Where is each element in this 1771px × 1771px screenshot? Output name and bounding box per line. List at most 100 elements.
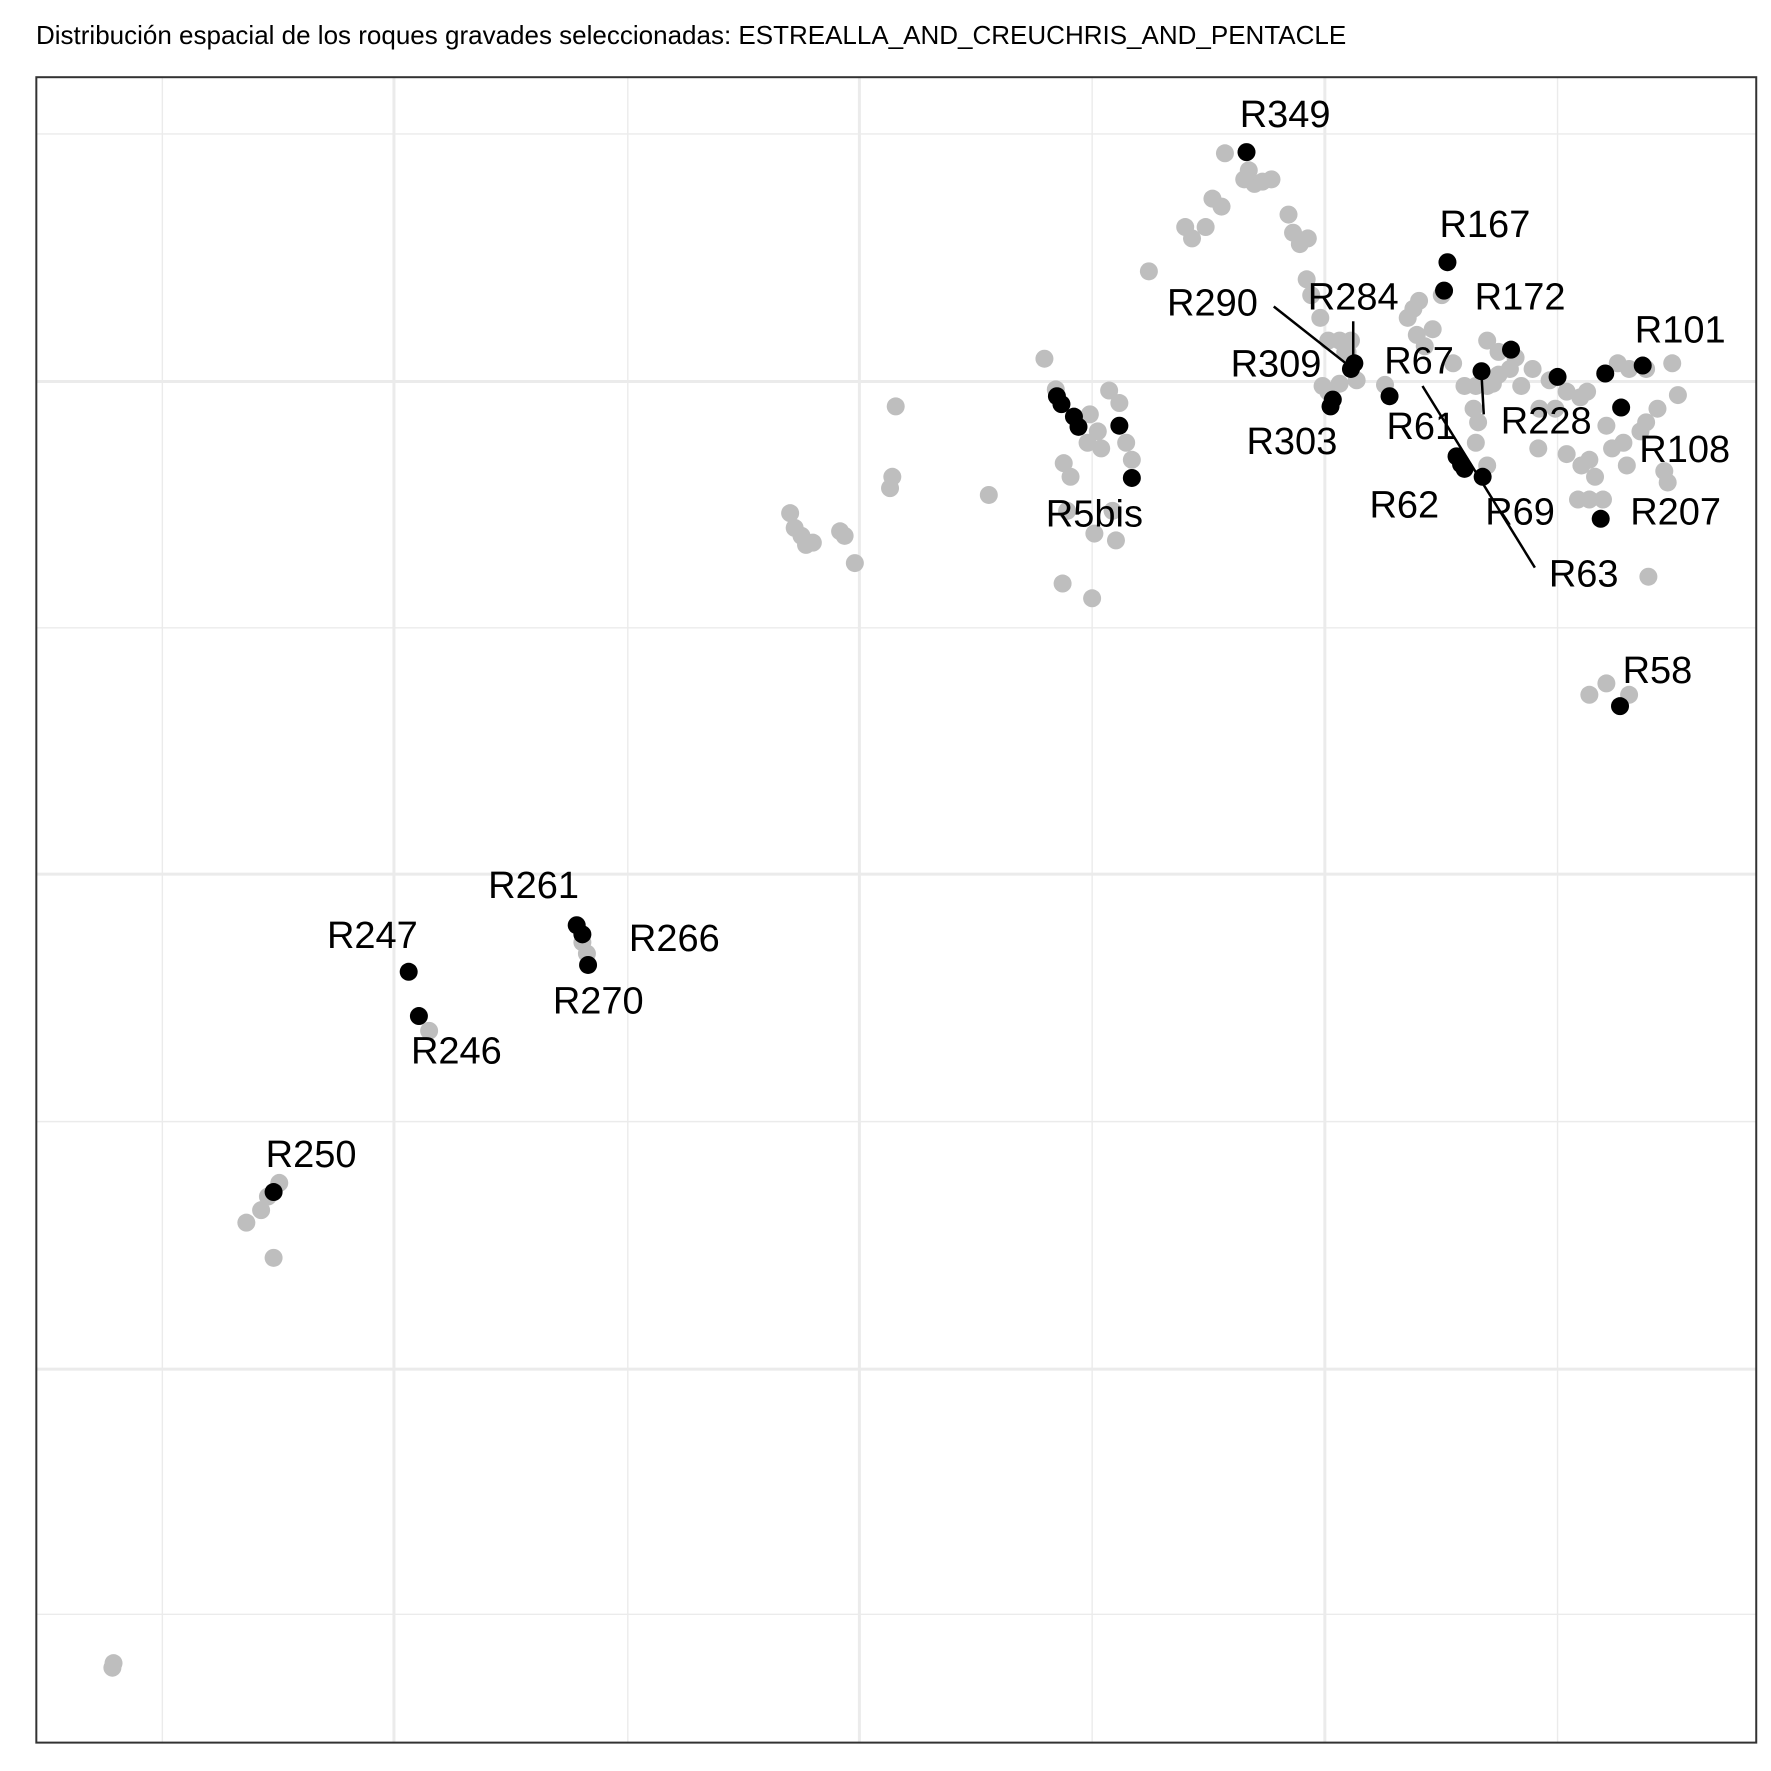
point bbox=[1472, 362, 1491, 381]
point bbox=[409, 1007, 428, 1026]
point bbox=[1663, 354, 1682, 373]
point bbox=[579, 955, 598, 974]
point bbox=[1080, 405, 1099, 424]
point bbox=[1298, 229, 1317, 248]
point-label: R309 bbox=[1231, 344, 1322, 386]
point bbox=[1631, 422, 1650, 441]
point bbox=[1061, 467, 1080, 486]
point bbox=[1279, 205, 1298, 224]
point bbox=[1617, 456, 1636, 475]
point-label: R250 bbox=[266, 1134, 357, 1176]
point bbox=[1321, 397, 1340, 416]
point bbox=[1593, 490, 1612, 509]
point bbox=[1122, 468, 1141, 487]
point bbox=[1546, 399, 1565, 418]
point bbox=[1580, 450, 1599, 469]
point bbox=[1529, 439, 1548, 458]
point bbox=[803, 533, 822, 552]
point bbox=[1557, 445, 1576, 464]
point bbox=[1404, 299, 1423, 318]
point bbox=[1620, 359, 1639, 378]
point bbox=[1297, 270, 1316, 289]
point bbox=[1110, 416, 1129, 435]
point-label: R303 bbox=[1246, 421, 1337, 463]
point bbox=[1053, 574, 1072, 593]
point bbox=[979, 485, 998, 504]
point bbox=[881, 479, 900, 498]
point bbox=[1085, 524, 1104, 543]
point bbox=[1578, 382, 1597, 401]
leader-line bbox=[1272, 305, 1350, 367]
point-label: R69 bbox=[1485, 491, 1555, 533]
point bbox=[1103, 501, 1122, 520]
point bbox=[1110, 394, 1129, 413]
point-label: R108 bbox=[1639, 429, 1730, 471]
point-label: R61 bbox=[1386, 406, 1456, 448]
point bbox=[1639, 567, 1658, 586]
point bbox=[1117, 433, 1136, 452]
point-label: R58 bbox=[1623, 650, 1693, 692]
point bbox=[1591, 509, 1610, 528]
point bbox=[1100, 381, 1119, 400]
point bbox=[1668, 386, 1687, 405]
point bbox=[1330, 374, 1349, 393]
point bbox=[264, 1183, 283, 1202]
point bbox=[1469, 413, 1488, 432]
point bbox=[1139, 262, 1158, 281]
point bbox=[1083, 589, 1102, 608]
point-label: R207 bbox=[1630, 491, 1721, 533]
point bbox=[1311, 308, 1330, 327]
point bbox=[1106, 531, 1125, 550]
point bbox=[1597, 674, 1616, 693]
point bbox=[1464, 399, 1483, 418]
point-label: R172 bbox=[1475, 277, 1566, 319]
point bbox=[1237, 143, 1256, 162]
point bbox=[1444, 354, 1463, 373]
point bbox=[1658, 473, 1677, 492]
point bbox=[1548, 367, 1567, 386]
point bbox=[399, 962, 418, 981]
point bbox=[1557, 382, 1576, 401]
point bbox=[1603, 439, 1622, 458]
point-label: R101 bbox=[1635, 310, 1726, 352]
point bbox=[1069, 417, 1088, 436]
point bbox=[1262, 170, 1281, 189]
point bbox=[1054, 454, 1073, 473]
point bbox=[1058, 501, 1077, 520]
point bbox=[237, 1213, 256, 1232]
point bbox=[1597, 416, 1616, 435]
leader-line bbox=[1480, 374, 1486, 415]
point bbox=[835, 526, 854, 545]
point-label: R349 bbox=[1240, 94, 1331, 136]
point bbox=[1633, 356, 1652, 375]
point bbox=[264, 1248, 283, 1267]
point bbox=[573, 925, 592, 944]
point bbox=[1183, 229, 1202, 248]
point bbox=[1612, 398, 1631, 417]
point-label: R228 bbox=[1501, 400, 1592, 442]
point bbox=[1380, 387, 1399, 406]
point bbox=[1438, 253, 1457, 272]
point bbox=[1212, 197, 1231, 216]
point bbox=[1648, 399, 1667, 418]
point-label: R67 bbox=[1384, 340, 1454, 382]
point bbox=[1035, 349, 1054, 368]
point bbox=[1122, 450, 1141, 469]
point bbox=[1452, 455, 1471, 474]
point bbox=[845, 554, 864, 573]
point-label: R270 bbox=[553, 981, 644, 1023]
point bbox=[1530, 399, 1549, 418]
point bbox=[1478, 331, 1497, 350]
point-label: R290 bbox=[1167, 282, 1258, 324]
panel-border bbox=[35, 76, 1758, 1744]
point bbox=[1092, 439, 1111, 458]
point-label: R246 bbox=[411, 1031, 502, 1073]
point bbox=[1580, 490, 1599, 509]
point bbox=[252, 1201, 271, 1220]
point bbox=[1052, 395, 1071, 414]
point-label: R5bis bbox=[1046, 494, 1143, 536]
point bbox=[1435, 281, 1454, 300]
point bbox=[104, 1654, 123, 1673]
